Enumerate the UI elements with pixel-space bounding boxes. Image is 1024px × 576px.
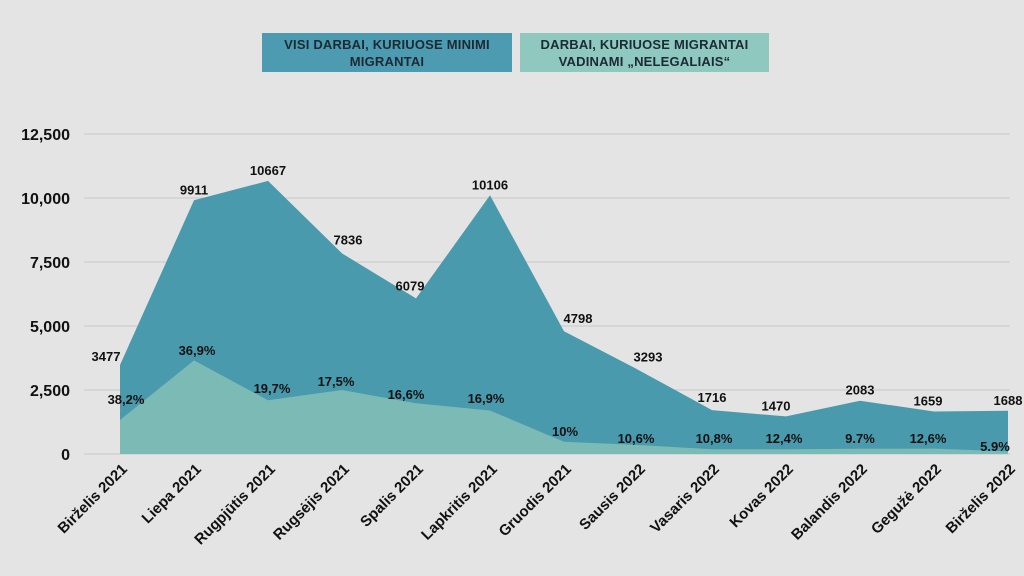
data-label-percent: 16,9% bbox=[468, 391, 505, 406]
x-tick-label: Gegužė 2022 bbox=[868, 461, 945, 538]
x-tick-label: Birželis 2022 bbox=[943, 461, 1019, 537]
data-label-total: 3477 bbox=[92, 349, 121, 364]
x-tick-label: Sausis 2022 bbox=[576, 461, 649, 534]
x-tick-label: Spalis 2021 bbox=[357, 461, 427, 531]
legend-label-all-articles: VISI DARBAI, KURIUOSE MINIMI MIGRANTAI bbox=[284, 36, 490, 69]
data-labels: 3477 9911 10667 7836 6079 10106 4798 3293 1716 14… bbox=[92, 163, 1023, 454]
x-tick-label: Rugpjūtis 2021 bbox=[191, 461, 278, 548]
data-label-percent: 36,9% bbox=[179, 343, 216, 358]
data-label-total: 10106 bbox=[472, 177, 508, 192]
data-label-total: 4798 bbox=[564, 311, 593, 326]
data-label-percent: 38,2% bbox=[108, 392, 145, 407]
data-label-total: 7836 bbox=[334, 232, 363, 247]
data-label-percent: 10,8% bbox=[696, 431, 733, 446]
x-tick-label: Vasaris 2022 bbox=[647, 461, 723, 537]
y-tick-label: 10,000 bbox=[21, 191, 70, 208]
data-label-total: 1688 bbox=[994, 393, 1023, 408]
legend-entry-all-articles: VISI DARBAI, KURIUOSE MINIMI MIGRANTAI bbox=[262, 33, 512, 72]
data-label-percent: 10% bbox=[552, 424, 578, 439]
y-tick-label: 2,500 bbox=[30, 383, 70, 400]
y-tick-label: 12,500 bbox=[21, 127, 70, 144]
x-tick-label: Balandis 2022 bbox=[788, 461, 871, 544]
data-label-total: 6079 bbox=[396, 278, 425, 293]
data-label-percent: 12,4% bbox=[766, 431, 803, 446]
data-label-percent: 17,5% bbox=[318, 374, 355, 389]
x-tick-label: Birželis 2021 bbox=[55, 461, 131, 537]
x-tick-label: Liepa 2021 bbox=[139, 461, 205, 527]
data-label-total: 2083 bbox=[846, 383, 875, 398]
x-tick-label: Lapkritis 2021 bbox=[418, 461, 501, 544]
data-label-total: 3293 bbox=[634, 350, 663, 365]
series-area-1 bbox=[120, 180, 1008, 454]
y-tick-label: 7,500 bbox=[30, 255, 70, 272]
data-label-percent: 19,7% bbox=[254, 381, 291, 396]
data-label-total: 1716 bbox=[698, 390, 727, 405]
legend-label-illegal-articles: DARBAI, KURIUOSE MIGRANTAI VADINAMI „NEL… bbox=[540, 36, 749, 69]
legend-entry-illegal-articles: DARBAI, KURIUOSE MIGRANTAI VADINAMI „NEL… bbox=[520, 33, 769, 72]
data-label-percent: 9.7% bbox=[845, 431, 875, 446]
data-label-percent: 5.9% bbox=[980, 439, 1010, 454]
data-label-total: 1659 bbox=[914, 394, 943, 409]
data-label-total: 1470 bbox=[762, 398, 791, 413]
chart-areas bbox=[120, 180, 1008, 454]
y-tick-label: 0 bbox=[61, 447, 70, 464]
data-label-total: 9911 bbox=[180, 182, 208, 197]
data-label-percent: 16,6% bbox=[388, 387, 425, 402]
x-tick-label: Rugsėjis 2021 bbox=[270, 461, 353, 544]
series-area-2 bbox=[120, 360, 1008, 454]
data-label-percent: 10,6% bbox=[618, 431, 655, 446]
data-label-percent: 12,6% bbox=[910, 431, 947, 446]
x-tick-label: Gruodis 2021 bbox=[496, 461, 575, 540]
x-tick-label: Kovas 2022 bbox=[726, 461, 796, 531]
y-axis: 0 2,500 5,000 7,500 10,000 12,500 bbox=[21, 127, 70, 464]
data-label-total: 10667 bbox=[250, 163, 286, 178]
y-tick-label: 5,000 bbox=[30, 319, 70, 336]
